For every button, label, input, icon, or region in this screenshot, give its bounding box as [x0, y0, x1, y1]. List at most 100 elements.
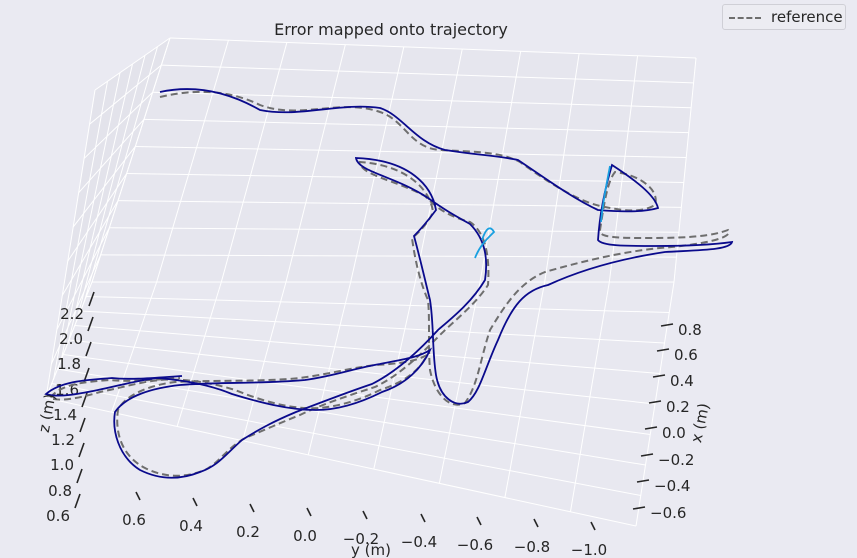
y-tick-label: −0.6	[457, 536, 493, 554]
x-tick-label: 0.0	[662, 424, 686, 442]
tick-labels: 0.8 0.6 0.4 0.2 0.0 −0.2 −0.4 −0.6 0.6 0.4 0.2 0.0 −…	[46, 305, 702, 558]
z-axis-label: z (m)	[35, 392, 59, 434]
y-tick-label: −0.4	[401, 533, 437, 551]
x-tick	[648, 400, 662, 404]
z-tick-label: 2.2	[60, 305, 84, 323]
y-tick	[420, 513, 426, 523]
grid-line	[100, 254, 677, 258]
z-tick-label: 2.0	[59, 330, 83, 348]
z-tick	[87, 316, 94, 332]
y-axis-label: y (m)	[351, 541, 391, 558]
grid-line	[161, 64, 694, 84]
grid-line	[60, 72, 121, 360]
x-tick-label: 0.8	[678, 321, 702, 339]
grid-line	[72, 146, 136, 228]
back-pane	[92, 38, 696, 282]
z-tick-label: 1.0	[50, 456, 74, 474]
z-tick	[78, 442, 85, 458]
grid-line	[414, 49, 463, 283]
z-tick-label: 0.8	[48, 482, 72, 500]
x-tick	[632, 506, 646, 510]
grid-line	[479, 51, 522, 283]
y-tick-label: −1.0	[571, 541, 607, 558]
grid-line	[57, 368, 646, 466]
grid-line	[152, 91, 692, 109]
floor-pane	[46, 282, 674, 526]
y-tick	[590, 521, 596, 531]
y-tick	[533, 518, 539, 528]
grid-line	[673, 57, 697, 283]
grid-line	[53, 81, 108, 379]
x-tick	[656, 348, 670, 352]
y-tick-label: 0.6	[122, 511, 146, 529]
z-tick-label: 1.4	[53, 406, 77, 424]
grid-line	[50, 254, 102, 364]
grid-line	[135, 145, 687, 159]
x-tick	[652, 374, 666, 378]
z-tick-label: 1.8	[57, 355, 81, 373]
grid-line	[89, 64, 162, 125]
grid-line	[143, 118, 689, 134]
tick-marks	[74, 291, 674, 531]
x-tick-label: −0.4	[654, 477, 690, 495]
grid-line	[285, 44, 346, 283]
estimate-line	[44, 88, 734, 479]
grid-line	[91, 37, 171, 283]
x-tick-label: 0.2	[666, 398, 690, 416]
y-tick-label: 0.2	[236, 523, 260, 541]
x-tick	[644, 426, 658, 430]
grid-line	[169, 37, 697, 59]
y-tick	[249, 503, 255, 513]
grid-line	[86, 296, 670, 313]
x-axis-label: x (m)	[687, 402, 713, 445]
grid-line	[67, 173, 128, 262]
y-tick-label: −0.8	[514, 538, 550, 556]
chart-title: Error mapped onto trajectory	[274, 20, 508, 39]
y-tick	[362, 510, 368, 520]
legend: reference	[722, 4, 846, 30]
y-tick	[135, 491, 141, 501]
z-tick	[88, 291, 95, 307]
z-tick-label: 0.6	[46, 507, 70, 525]
grid-line	[68, 63, 133, 341]
y-tick	[306, 507, 312, 517]
grid-line	[544, 53, 580, 283]
grid-line	[74, 325, 660, 374]
x-tick-label: 0.6	[674, 346, 698, 364]
grid-line	[156, 40, 229, 283]
x-tick-label: 0.4	[670, 372, 694, 390]
y-tick-label: −0.2	[343, 530, 379, 548]
y-tick-label: 0.4	[179, 517, 203, 535]
grid-line	[45, 89, 96, 399]
grid-line	[94, 37, 171, 91]
grid-line	[126, 173, 684, 183]
legend-label-reference: reference	[771, 8, 843, 26]
grid-line	[78, 119, 145, 193]
z-tick	[76, 468, 83, 484]
legend-dashed-line-icon	[729, 17, 761, 19]
z-tick	[74, 493, 81, 509]
grid-line	[51, 383, 641, 496]
z-tick-label: 1.2	[51, 431, 75, 449]
grid-line	[56, 227, 110, 330]
error-highlight-segment	[600, 165, 611, 223]
grid-line	[83, 46, 158, 302]
grid-line	[76, 55, 146, 321]
y-tick-label: 0.0	[293, 527, 317, 545]
z-tick	[85, 341, 92, 357]
grid-line	[61, 200, 119, 296]
grid-line	[220, 42, 288, 283]
grid-line	[117, 200, 682, 208]
x-tick	[640, 453, 654, 457]
grid-line	[109, 227, 679, 233]
z-tick	[79, 417, 86, 433]
grid-line	[350, 46, 405, 283]
trajectories	[44, 88, 734, 479]
grid-line	[63, 354, 651, 435]
grid-line	[80, 310, 665, 344]
x-tick-label: −0.2	[658, 451, 694, 469]
x-tick	[660, 323, 674, 327]
y-tick	[192, 497, 198, 507]
error-highlight-segment	[474, 227, 496, 259]
